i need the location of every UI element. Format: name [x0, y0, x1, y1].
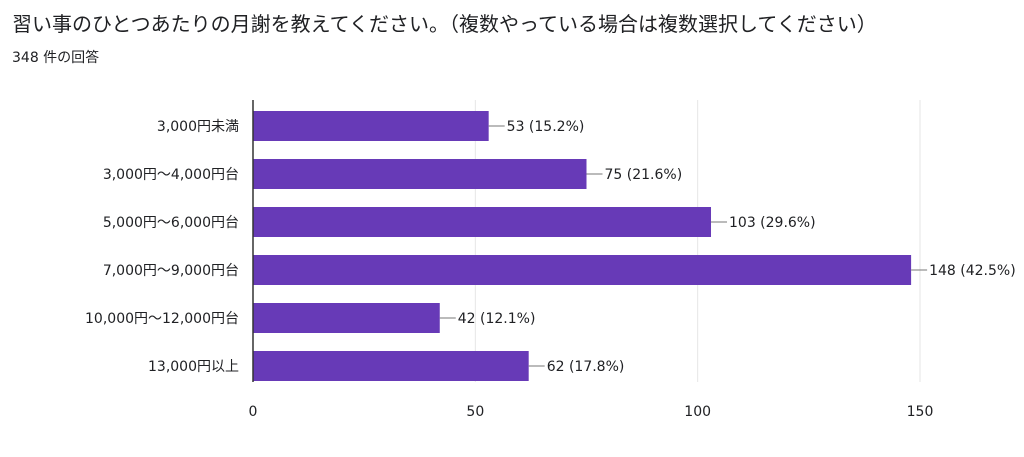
category-label-4: 10,000円〜12,000円台	[85, 311, 239, 327]
bar-4	[253, 303, 440, 333]
category-label-1: 3,000円〜4,000円台	[103, 167, 239, 183]
data-label-5: 62 (17.8%)	[547, 359, 625, 375]
x-tick-label-0: 0	[249, 404, 258, 420]
bar-5	[253, 351, 529, 381]
data-label-3: 148 (42.5%)	[929, 263, 1016, 279]
chart-title: 習い事のひとつあたりの月謝を教えてください。（複数やっている場合は複数選択してく…	[12, 12, 877, 36]
data-label-2: 103 (29.6%)	[729, 215, 816, 231]
bar-3	[253, 255, 912, 285]
data-label-0: 53 (15.2%)	[507, 119, 585, 135]
category-label-0: 3,000円未満	[157, 119, 239, 135]
category-label-2: 5,000円〜6,000円台	[103, 215, 239, 231]
bar-2	[253, 207, 712, 237]
bar-1	[253, 159, 587, 189]
category-label-3: 7,000円〜9,000円台	[103, 263, 239, 279]
data-label-1: 75 (21.6%)	[605, 167, 683, 183]
data-label-4: 42 (12.1%)	[458, 311, 536, 327]
bar-0	[253, 111, 489, 141]
x-tick-label-1: 50	[466, 404, 484, 420]
response-count: 348 件の回答	[12, 50, 100, 66]
x-tick-label-2: 100	[684, 404, 711, 420]
x-tick-label-3: 150	[907, 404, 934, 420]
category-label-5: 13,000円以上	[148, 359, 239, 375]
